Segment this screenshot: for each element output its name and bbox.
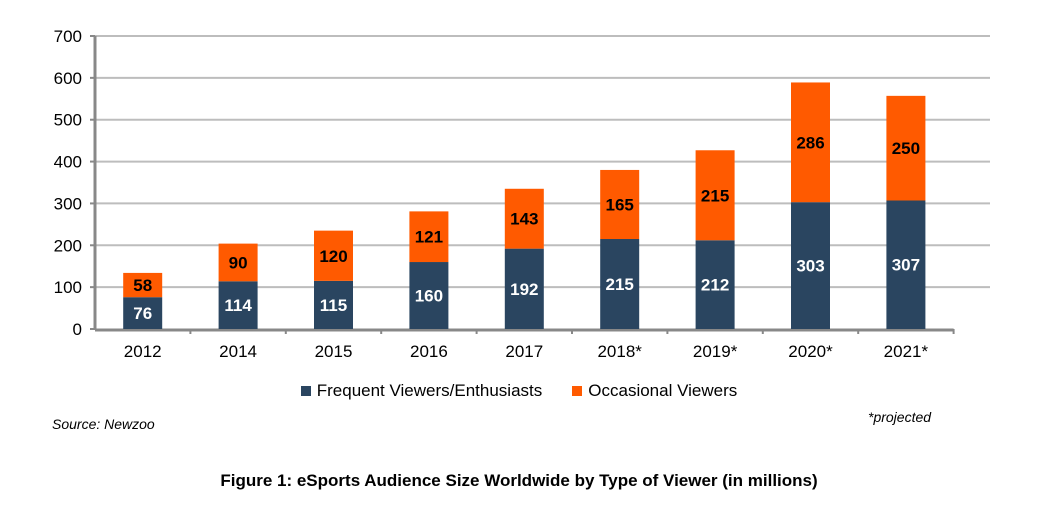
x-tick-label: 2020*: [788, 342, 833, 361]
y-tick-label: 300: [54, 194, 82, 213]
data-label: 115: [320, 296, 347, 315]
bar-segment: [409, 262, 449, 329]
data-label: 165: [606, 195, 634, 214]
data-label: 90: [229, 253, 248, 272]
data-label: 212: [701, 276, 729, 295]
data-label: 307: [892, 256, 920, 275]
bar-segment: [791, 202, 830, 329]
bar-segment: [123, 297, 163, 329]
data-label: 215: [701, 186, 729, 205]
bar-segment: [504, 188, 544, 249]
legend-item-frequent: Frequent Viewers/Enthusiasts: [300, 381, 543, 401]
bar-segment: [504, 248, 544, 329]
projected-note: *projected: [868, 409, 932, 425]
data-label: 120: [319, 247, 347, 266]
x-tick-label: 2016: [410, 342, 448, 361]
bar-segment: [123, 272, 163, 298]
data-label: 58: [133, 276, 152, 295]
bar-segment: [886, 200, 926, 329]
bar-segment: [314, 280, 353, 329]
legend-label: Occasional Viewers: [588, 381, 738, 400]
bar-segment: [886, 95, 926, 201]
data-label: 250: [892, 139, 920, 158]
figure-caption: Figure 1: eSports Audience Size Worldwid…: [220, 471, 818, 490]
bar-segment: [600, 169, 640, 240]
bar-segment: [218, 243, 258, 282]
x-tick-label: 2014: [219, 342, 257, 361]
data-label: 121: [415, 228, 443, 247]
legend-swatch: [572, 386, 583, 396]
y-tick-label: 200: [54, 236, 82, 255]
bar-segment: [218, 281, 258, 329]
x-tick-label: 2015: [315, 342, 353, 361]
x-tick-label: 2012: [124, 342, 162, 361]
bar-segment: [409, 211, 449, 263]
bar-segment: [314, 230, 353, 281]
x-tick-label: 2019*: [693, 342, 738, 361]
y-tick-label: 700: [54, 27, 82, 46]
data-label: 160: [415, 287, 443, 306]
chart-plot: 0 100 200 300 400 500 600 700 2012 76 58 2014 114 90 2…: [54, 27, 990, 361]
data-label: 303: [796, 257, 824, 276]
legend-swatch: [300, 386, 311, 396]
data-label: 215: [606, 275, 634, 294]
data-label: 114: [224, 296, 252, 315]
data-label: 192: [510, 280, 538, 299]
bar-segment: [695, 240, 735, 329]
x-tick-label: 2017: [505, 342, 543, 361]
source-note: Source: Newzoo: [52, 416, 155, 432]
bar-segment: [600, 239, 640, 329]
x-tick-label: 2021*: [884, 342, 929, 361]
x-tick-label: 2018*: [597, 342, 642, 361]
legend: Frequent Viewers/Enthusiasts Occasional …: [0, 381, 1038, 401]
y-tick-label: 500: [54, 111, 82, 130]
data-label: 143: [510, 210, 538, 229]
y-tick-label: 100: [54, 278, 82, 297]
legend-item-occasional: Occasional Viewers: [572, 381, 737, 401]
bar-segment: [791, 82, 830, 203]
bar-segment: [695, 150, 735, 241]
y-tick-label: 400: [54, 153, 82, 172]
data-label: 286: [796, 133, 824, 152]
legend-label: Frequent Viewers/Enthusiasts: [316, 381, 543, 400]
y-tick-label: 600: [54, 69, 82, 88]
y-tick-label: 0: [73, 320, 82, 339]
data-label: 76: [133, 304, 152, 323]
